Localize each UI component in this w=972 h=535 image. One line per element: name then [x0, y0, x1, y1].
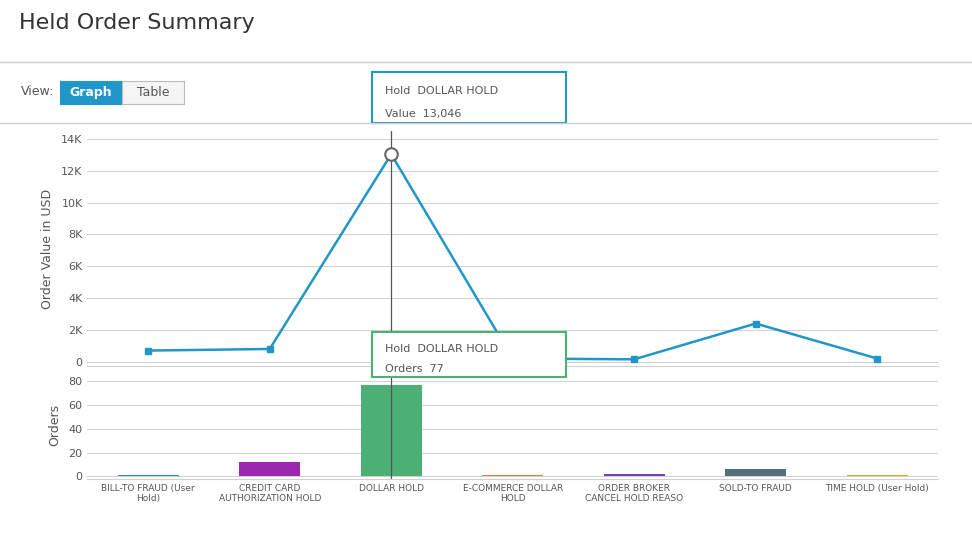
- Text: Table: Table: [137, 86, 169, 99]
- Text: View:: View:: [21, 85, 54, 98]
- Bar: [482, 475, 543, 477]
- Text: Orders  77: Orders 77: [385, 364, 444, 374]
- Bar: [361, 385, 422, 477]
- Bar: [239, 462, 300, 477]
- Text: Held Order Summary: Held Order Summary: [19, 13, 256, 33]
- Y-axis label: Orders: Orders: [49, 404, 61, 446]
- Bar: [604, 474, 665, 477]
- Bar: [847, 475, 908, 477]
- Text: Hold  DOLLAR HOLD: Hold DOLLAR HOLD: [385, 345, 499, 354]
- Bar: [725, 469, 786, 477]
- Y-axis label: Order Value in USD: Order Value in USD: [41, 189, 54, 309]
- Text: Hold  DOLLAR HOLD: Hold DOLLAR HOLD: [385, 87, 499, 96]
- Bar: [118, 475, 179, 477]
- Text: Value  13,046: Value 13,046: [385, 109, 462, 119]
- Text: Graph: Graph: [70, 86, 112, 99]
